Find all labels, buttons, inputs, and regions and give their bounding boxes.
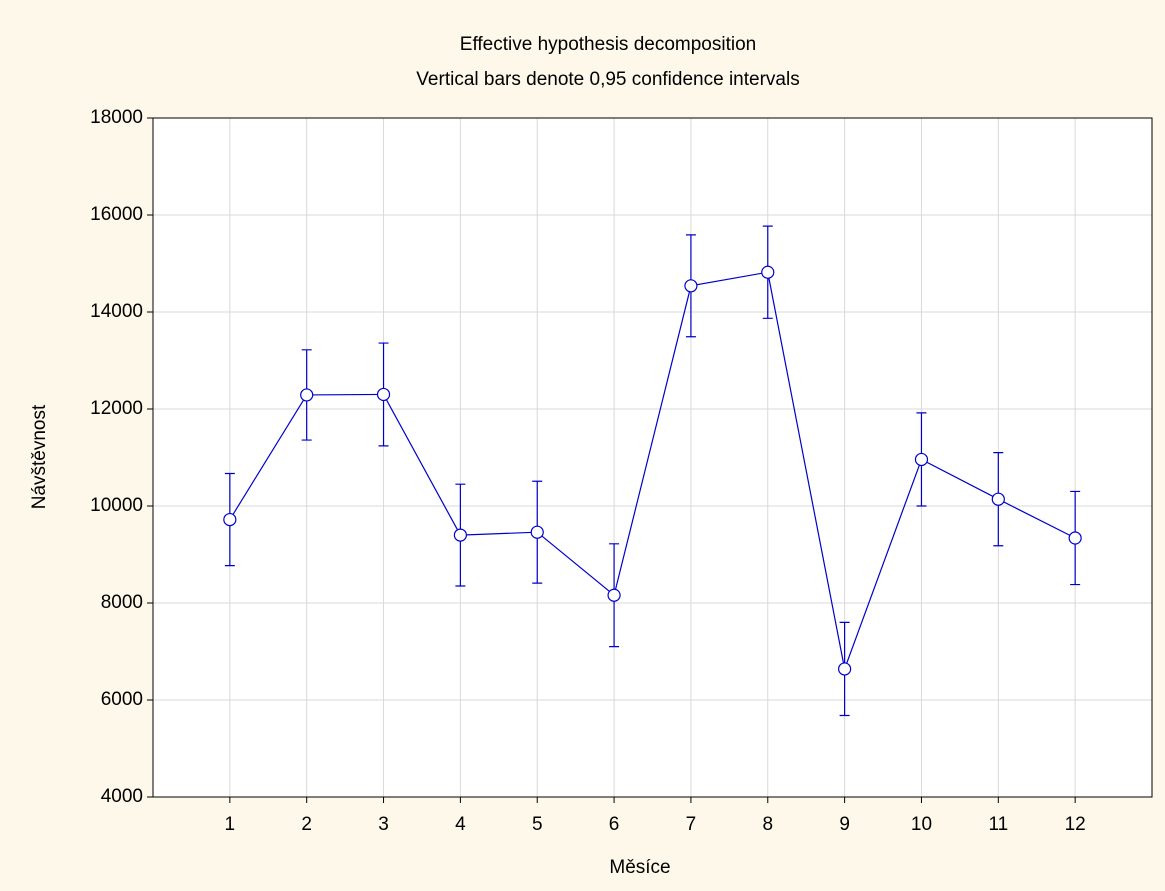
series-line	[229, 271, 1076, 672]
y-tick-label: 14000	[90, 301, 143, 322]
data-point	[530, 525, 544, 539]
data-point	[838, 662, 852, 676]
x-tick-label: 7	[686, 814, 697, 835]
y-tick-label: 16000	[90, 204, 143, 225]
x-tick-label: 12	[1065, 814, 1086, 835]
data-point	[761, 265, 775, 279]
data-point	[453, 528, 467, 542]
chart-subtitle: Vertical bars denote 0,95 confidence int…	[416, 69, 799, 90]
y-tick-label: 4000	[101, 786, 143, 807]
x-tick-label: 3	[378, 814, 389, 835]
data-point	[300, 388, 314, 402]
y-tick-label: 8000	[101, 592, 143, 613]
data-point	[607, 588, 621, 602]
y-axis-label: Návštěvnost	[29, 404, 50, 509]
y-tick-label: 12000	[90, 398, 143, 419]
data-point	[914, 452, 929, 467]
x-axis-label: Měsíce	[609, 857, 670, 878]
x-tick-label: 8	[762, 814, 773, 835]
y-tick-label: 6000	[101, 689, 143, 710]
x-tick-label: 1	[225, 814, 236, 835]
y-tick-label: 18000	[90, 107, 143, 128]
x-tick-label: 4	[455, 814, 466, 835]
chart-title: Effective hypothesis decomposition	[460, 34, 756, 55]
data-point	[1068, 531, 1082, 545]
x-tick-label: 6	[609, 814, 620, 835]
plot-frame	[152, 117, 1153, 798]
data-point	[684, 279, 698, 293]
y-tick-label: 10000	[90, 495, 143, 516]
x-tick-label: 11	[988, 814, 1008, 835]
data-point	[376, 387, 391, 402]
x-tick-label: 2	[301, 814, 312, 835]
x-tick-label: 10	[911, 814, 932, 835]
x-tick-label: 9	[839, 814, 850, 835]
data-point	[991, 492, 1005, 506]
data-point	[223, 512, 237, 527]
x-tick-label: 5	[532, 814, 543, 835]
plot-area	[153, 118, 1152, 797]
